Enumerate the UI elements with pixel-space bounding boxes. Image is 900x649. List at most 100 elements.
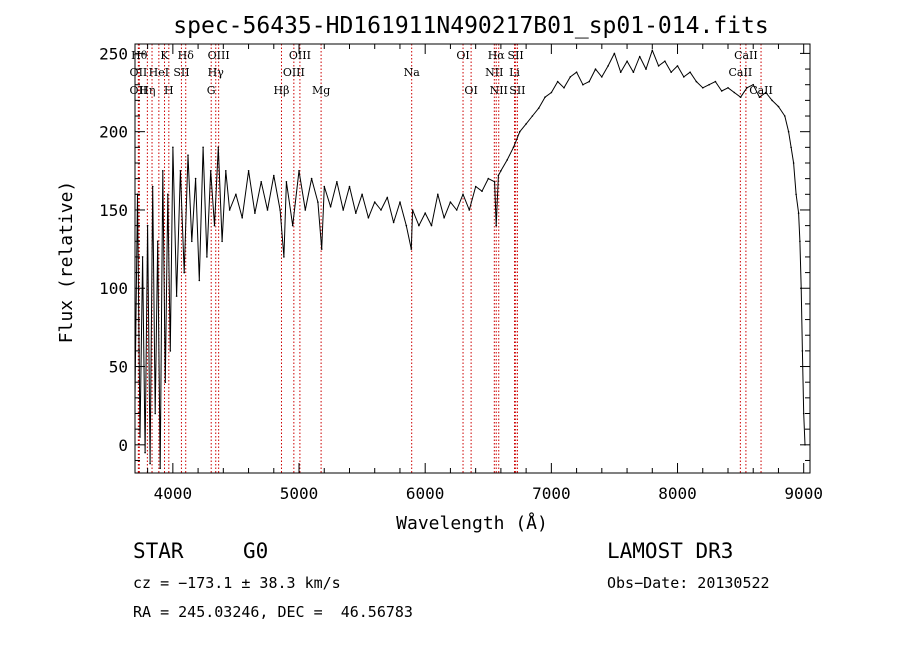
data-point: [487, 177, 490, 180]
y-tick-label: 200: [99, 123, 128, 142]
data-point: [582, 83, 584, 86]
object-class: STAR: [133, 539, 184, 563]
data-point: [221, 240, 223, 243]
data-point: [792, 162, 795, 164]
line-labels: HθOIIOIIHηHeIKHSIIHδGHγOIIIHβOIIIOIIIMgN…: [130, 49, 773, 97]
line-label: G: [207, 84, 216, 97]
data-point: [164, 381, 167, 384]
data-point: [367, 217, 370, 219]
data-point: [720, 90, 723, 92]
spectrum-series: [135, 49, 806, 469]
data-point: [512, 146, 515, 149]
data-point: [664, 60, 666, 62]
data-point: [342, 209, 345, 211]
data-point: [437, 193, 439, 196]
data-point: [348, 185, 351, 188]
data-point: [544, 96, 546, 98]
data-point: [206, 256, 208, 258]
data-layer: [135, 49, 806, 470]
line-label: OII: [130, 66, 148, 79]
data-point: [228, 209, 231, 211]
data-point: [162, 170, 164, 172]
x-tick-label: 5000: [280, 484, 319, 503]
line-label: Na: [404, 66, 421, 79]
line-label: Li: [509, 66, 520, 79]
data-point: [645, 68, 647, 70]
data-point: [198, 279, 201, 282]
object-subclass: G0: [243, 539, 269, 563]
data-point: [638, 55, 641, 58]
data-point: [179, 170, 182, 172]
data-point: [304, 209, 307, 211]
data-point: [329, 206, 332, 208]
data-point: [575, 71, 578, 73]
data-point: [273, 174, 275, 177]
line-label: Hδ: [178, 49, 195, 62]
data-point: [291, 224, 294, 227]
data-point: [613, 52, 616, 55]
data-point: [787, 130, 790, 133]
data-point: [531, 115, 534, 117]
data-point: [497, 174, 500, 177]
data-point: [519, 130, 521, 133]
data-point: [355, 212, 357, 214]
data-point: [607, 65, 609, 67]
data-point: [373, 201, 376, 203]
survey-name: LAMOST DR3: [607, 539, 734, 563]
y-tick-label: 0: [118, 436, 128, 455]
data-point: [657, 65, 660, 67]
data-point: [149, 462, 151, 465]
data-point: [537, 107, 540, 109]
data-point: [799, 240, 801, 243]
y-axis-label: Flux (relative): [56, 181, 77, 344]
line-label: OI: [464, 84, 477, 97]
data-point: [449, 201, 452, 203]
data-point: [500, 170, 502, 172]
line-label: Hγ: [208, 66, 225, 79]
data-point: [187, 154, 189, 156]
data-point: [525, 123, 527, 125]
x-tick-label: 8000: [658, 484, 697, 503]
line-label: OII: [130, 84, 148, 97]
data-point: [411, 209, 414, 211]
data-point: [702, 87, 704, 89]
x-tick-label: 6000: [406, 484, 445, 503]
line-label: OIII: [208, 49, 230, 62]
data-point: [727, 87, 729, 89]
data-point: [495, 224, 498, 227]
data-point: [462, 193, 464, 196]
data-point: [594, 68, 597, 70]
emission-lines: [137, 44, 762, 473]
data-point: [683, 76, 685, 78]
data-point: [172, 146, 174, 149]
data-point: [802, 412, 805, 415]
line-label: NII: [485, 66, 503, 79]
data-point: [506, 159, 509, 161]
data-point: [455, 209, 458, 211]
data-point: [392, 221, 395, 224]
data-point: [213, 224, 216, 227]
data-point: [689, 71, 691, 73]
x-axis: 4000 5000 6000 7000 8000 9000: [147, 44, 823, 503]
data-point: [323, 185, 326, 188]
data-point: [159, 467, 161, 470]
data-point: [493, 181, 496, 183]
line-label: NII: [490, 84, 508, 97]
data-point: [146, 224, 149, 227]
data-point: [739, 96, 742, 98]
line-label: OIII: [289, 49, 311, 62]
data-point: [777, 105, 780, 108]
data-point: [254, 212, 256, 214]
data-point: [563, 87, 565, 89]
data-point: [765, 91, 767, 94]
line-label: K: [160, 49, 169, 62]
data-point: [676, 65, 679, 67]
data-point: [317, 201, 319, 203]
data-point: [247, 170, 250, 172]
y-tick-label: 100: [99, 279, 128, 298]
line-label: Hθ: [131, 49, 148, 62]
line-label: SII: [508, 49, 524, 62]
data-point: [619, 71, 622, 73]
data-point: [285, 181, 288, 183]
data-point: [279, 209, 281, 211]
